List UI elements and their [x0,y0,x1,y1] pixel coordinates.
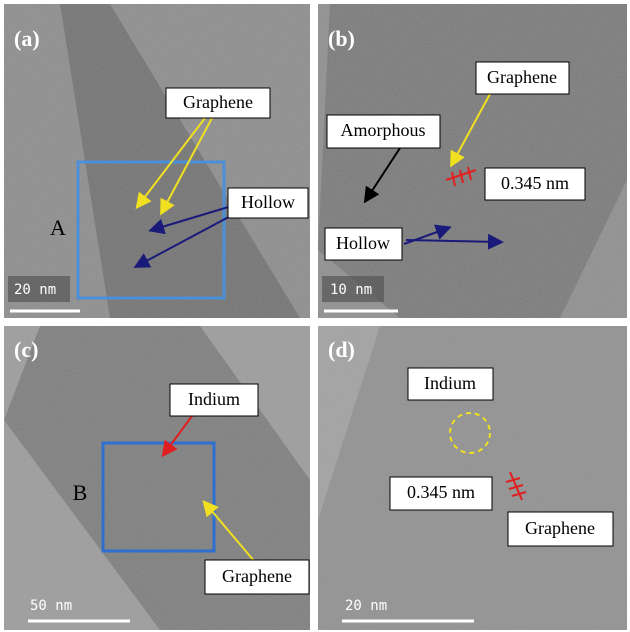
annotation-text: Graphene [183,92,253,112]
panel-label: (d) [328,337,355,362]
panel-label: (c) [14,337,38,362]
panel-b-image [318,4,627,318]
panel-label: (b) [328,26,355,51]
annotation-text: 0.345 nm [407,482,475,502]
annotation: 0.345 nm [390,477,492,510]
annotation-text: Indium [424,373,476,393]
annotation-text: Graphene [487,67,557,87]
annotation: Hollow [325,228,402,260]
annotation: Graphene [205,560,309,594]
region-label: B [73,480,88,505]
annotation: Indium [408,368,493,400]
annotation: Graphene [508,512,613,546]
annotation: 0.345 nm [485,168,585,200]
scale-label: 50 nm [30,598,72,614]
annotation-text: 0.345 nm [501,173,569,193]
annotation: Indium [170,384,258,416]
scale-label: 20 nm [14,282,56,298]
annotation: Hollow [228,188,308,218]
annotation-text: Hollow [336,233,390,253]
annotation-text: Amorphous [341,120,426,140]
panel-label: (a) [14,26,40,51]
annotation-text: Hollow [241,192,295,212]
annotation: Amorphous [327,115,440,148]
figure: (a) A Graphene Hollow 20 nm (b) Graphene… [0,0,630,632]
scale-label: 10 nm [330,282,372,298]
annotation-text: Graphene [222,566,292,586]
region-label: A [50,215,66,240]
annotation: Graphene [166,88,270,118]
annotation-text: Indium [188,389,240,409]
annotation-text: Graphene [525,518,595,538]
scale-label: 20 nm [345,598,387,614]
annotation: Graphene [476,62,569,94]
